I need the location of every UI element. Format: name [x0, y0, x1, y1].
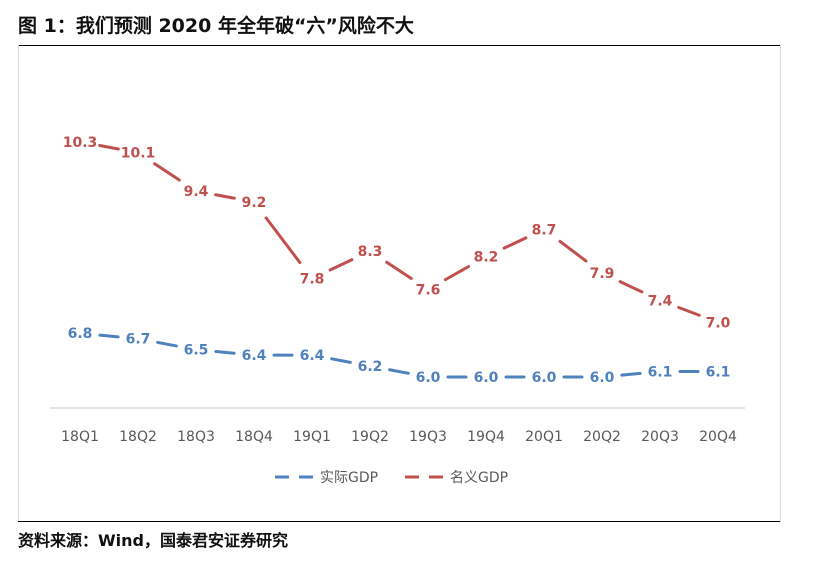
- nominal-gdp-data-label: 7.4: [648, 293, 673, 309]
- x-tick-label: 20Q4: [699, 429, 737, 445]
- nominal-gdp-line-segment: [618, 280, 644, 294]
- real-legend-label: 实际GDP: [320, 470, 378, 486]
- nominal-legend-label: 名义GDP: [450, 470, 508, 486]
- nominal-gdp-line-segment: [214, 193, 236, 200]
- x-tick-label: 19Q3: [409, 429, 447, 445]
- x-tick-label: 19Q2: [351, 429, 389, 445]
- nominal-gdp-data-label: 8.2: [474, 250, 499, 266]
- nominal-gdp-line-segment: [677, 305, 701, 317]
- x-tick-label: 18Q4: [235, 429, 273, 445]
- real-gdp-data-label: 6.4: [242, 348, 267, 364]
- real-gdp-line-segment: [388, 368, 410, 375]
- nominal-gdp-line-segment: [385, 260, 413, 280]
- nominal-gdp-line-segment: [153, 162, 181, 182]
- real-gdp-data-label: 6.7: [126, 332, 151, 348]
- x-tick-label: 18Q3: [177, 429, 215, 445]
- real-gdp-line-segment: [214, 350, 236, 355]
- nominal-gdp-line-segment: [328, 258, 354, 272]
- real-gdp-data-label: 6.0: [416, 370, 441, 386]
- source-note: 资料来源：Wind，国泰君安证券研究: [18, 531, 288, 550]
- x-tick-label: 19Q1: [293, 429, 331, 445]
- nominal-gdp-line-segment: [443, 265, 471, 282]
- real-gdp-data-label: 6.2: [358, 359, 383, 375]
- chart-frame-right: [780, 45, 781, 522]
- real-gdp-data-label: 6.5: [184, 343, 209, 359]
- figure-title: 图 1：我们预测 2020 年全年破“六”风险不大: [18, 15, 414, 37]
- real-gdp-data-label: 6.0: [590, 370, 615, 386]
- nominal-gdp-data-label: 10.1: [121, 146, 156, 162]
- nominal-gdp-data-label: 7.6: [416, 282, 441, 298]
- real-gdp-line-segment: [620, 371, 642, 377]
- real-gdp-data-label: 6.1: [706, 365, 731, 381]
- real-gdp-line-segment: [330, 357, 352, 364]
- real-gdp-line-segment: [98, 333, 120, 339]
- nominal-gdp-line-segment: [98, 143, 120, 151]
- nominal-gdp-data-label: 9.4: [184, 184, 209, 200]
- x-tick-label: 18Q2: [119, 429, 157, 445]
- source-rule: [18, 521, 780, 522]
- chart-frame-left: [18, 45, 19, 522]
- nominal-gdp-line-segment: [558, 239, 588, 263]
- x-tick-label: 20Q2: [583, 429, 621, 445]
- nominal-gdp-data-label: 8.7: [532, 222, 557, 238]
- nominal-gdp-data-label: 7.9: [590, 266, 615, 282]
- nominal-gdp-line-segment: [502, 236, 528, 250]
- nominal-gdp-data-label: 7.0: [706, 315, 731, 331]
- x-tick-label: 18Q1: [61, 429, 99, 445]
- title-rule: [18, 45, 780, 46]
- nominal-gdp-line-segment: [264, 216, 302, 265]
- x-tick-label: 19Q4: [467, 429, 505, 445]
- nominal-gdp-data-label: 7.8: [300, 272, 325, 288]
- nominal-gdp-data-label: 9.2: [242, 195, 267, 211]
- x-tick-label: 20Q1: [525, 429, 563, 445]
- nominal-gdp-data-label: 10.3: [63, 135, 98, 151]
- real-gdp-data-label: 6.1: [648, 365, 673, 381]
- real-gdp-data-label: 6.0: [532, 370, 557, 386]
- real-gdp-data-label: 6.8: [68, 326, 93, 342]
- nominal-gdp-data-label: 8.3: [358, 244, 383, 260]
- real-gdp-line-segment: [156, 340, 178, 348]
- x-tick-label: 20Q3: [641, 429, 679, 445]
- real-gdp-data-label: 6.0: [474, 370, 499, 386]
- real-gdp-data-label: 6.4: [300, 348, 325, 364]
